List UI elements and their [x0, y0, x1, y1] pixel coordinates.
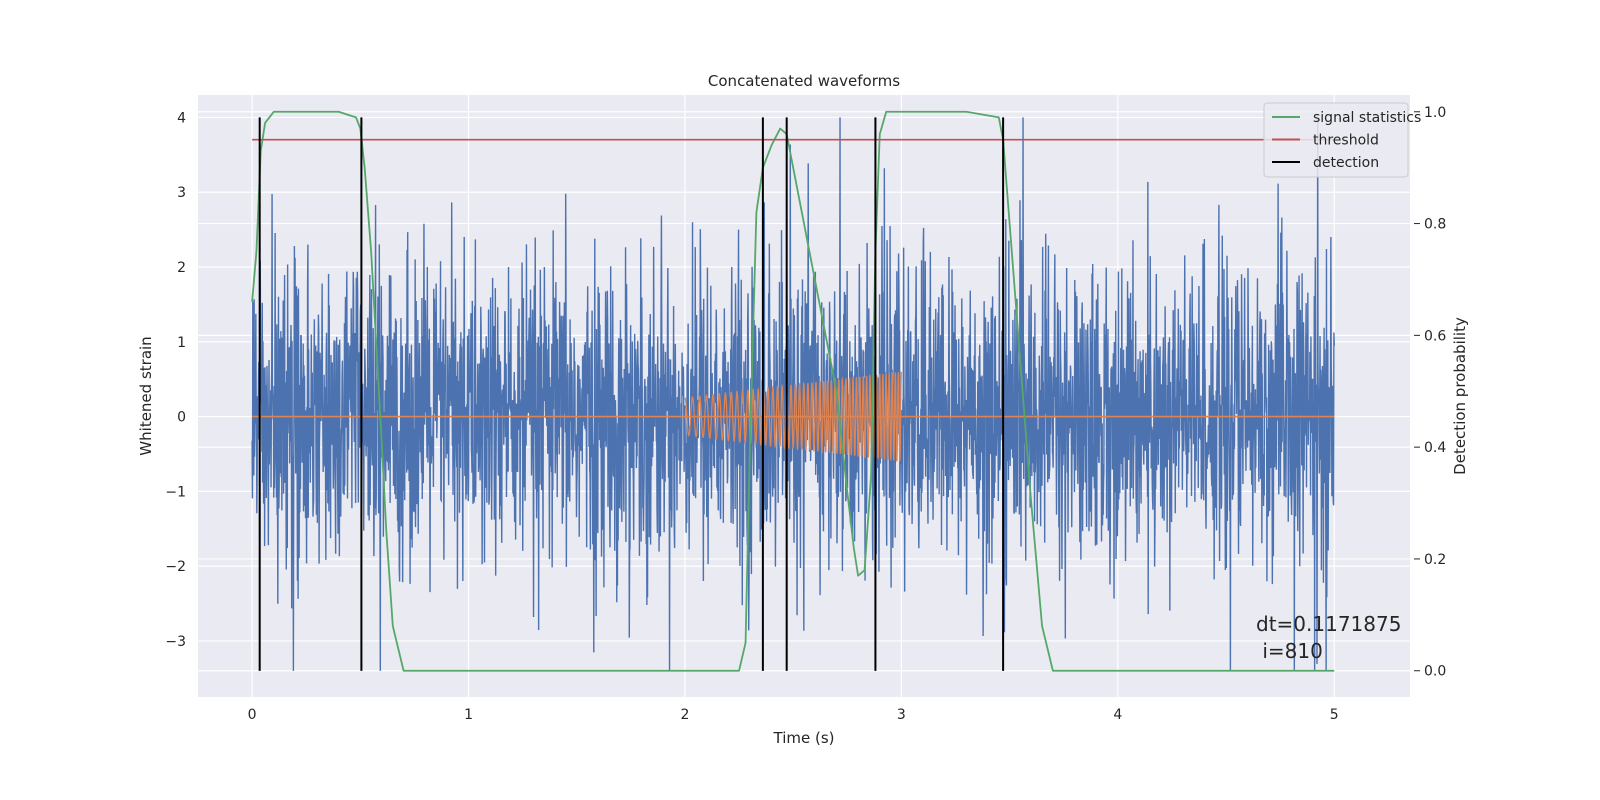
chirp-line	[252, 371, 1335, 463]
y2-tick-label: 0.6	[1424, 328, 1446, 344]
y-axis-label: Whitened strain	[137, 336, 155, 455]
legend-box	[1263, 102, 1409, 178]
overlay-series	[251, 110, 1335, 672]
x-tick-label: 5	[1330, 707, 1339, 723]
y2-tick-label: 0.0	[1424, 664, 1446, 680]
noise-trace	[251, 117, 1335, 671]
x-tick-label: 4	[1113, 707, 1122, 723]
x-tick-label: 1	[464, 707, 473, 723]
x-tick-label: 0	[248, 707, 257, 723]
y2-axis-label: Detection probability	[1451, 317, 1469, 475]
y2-tick-label: 1.0	[1424, 105, 1446, 121]
y-tick-label: −1	[165, 484, 186, 500]
x-axis-label: Time (s)	[773, 729, 835, 747]
y-tick-label: 3	[177, 185, 186, 201]
legend-label: detection	[1313, 155, 1379, 171]
y-tick-label: 1	[177, 335, 186, 351]
y-tick-label: 0	[177, 410, 186, 426]
legend: signal statistics threshold detection	[1263, 102, 1421, 178]
annotation-i: i=810	[1256, 639, 1323, 663]
x-tick-label: 3	[897, 707, 906, 723]
annotation-dt: dt=0.1171875	[1256, 612, 1401, 636]
y-tick-label: −3	[165, 634, 186, 650]
y2-tick-label: 0.2	[1424, 552, 1446, 568]
noise-line	[251, 117, 1335, 671]
y-tick-label: 4	[177, 110, 186, 126]
y-tick-label: −2	[165, 559, 186, 575]
y2-tick-label: 0.8	[1424, 217, 1446, 233]
chirp-trace	[684, 371, 903, 463]
chart-title: Concatenated waveforms	[708, 72, 900, 90]
legend-label: signal statistics	[1313, 110, 1421, 126]
y2-tick-label: 0.4	[1424, 440, 1446, 456]
y-tick-label: 2	[177, 260, 186, 276]
x-tick-label: 2	[681, 707, 690, 723]
ticks: 0 1 2 3 4 5 −3 −2 −1 0 1 2 3 4 0.0 0.2 0.4 0.6 0.8 1.0	[165, 105, 1446, 723]
legend-label: threshold	[1313, 133, 1379, 149]
